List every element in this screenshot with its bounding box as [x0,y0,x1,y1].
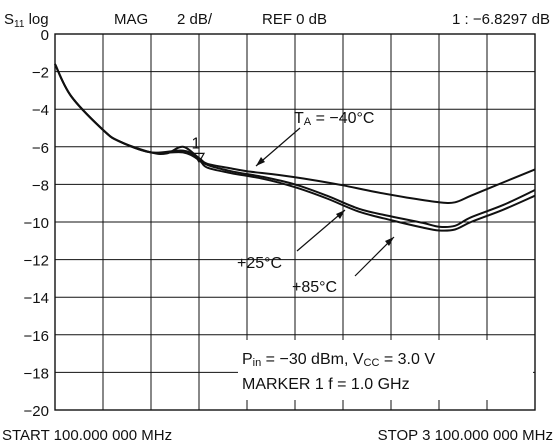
y-tick-label: −16 [24,328,49,345]
t25-pointer-line [296,209,346,252]
y-tick-label: −4 [32,102,49,119]
conditions-line-1: Pin = −30 dBm, VCC = 3.0 V [242,351,435,369]
conditions-box [238,340,533,400]
y-tick-label: −12 [24,253,49,270]
temperature-annotations: TA = −40°C +25°C +85°C [237,110,395,296]
marker-triangle-icon [192,152,206,164]
ta-pointer-line [255,127,301,167]
t25-arrowhead-icon [336,210,345,219]
ta-arrowhead-icon [256,157,265,166]
plot-frame [54,33,536,411]
marker-label: 1 [192,135,201,152]
y-tick-label: −18 [24,365,49,382]
annotation-plus-85: +85°C [292,279,337,296]
y-tick-label: 0 [41,27,49,44]
y-tick-label: −10 [24,215,49,232]
header-format: MAG [114,11,148,28]
header-reference: REF 0 dB [262,11,327,28]
marker-1: 1 [192,135,206,164]
footer-stop-frequency: STOP 3 100.000 000 MHz [378,427,553,444]
header-parameter: S11 log [4,11,49,30]
traces [54,63,536,232]
y-tick-label: −2 [32,65,49,82]
y-tick-label: −14 [24,290,49,307]
y-tick-labels: 0 −2 −4 −6 −8 −10 −12 −14 −16 −18 −20 [24,27,49,420]
header-marker-readout: 1 : −6.8297 dB [452,11,550,28]
y-tick-label: −6 [32,140,49,157]
annotation-ta-minus-40: TA = −40°C [294,110,374,128]
y-tick-label: −20 [24,403,49,420]
footer-start-frequency: START 100.000 000 MHz [2,427,172,444]
conditions-line-2: MARKER 1 f = 1.0 GHz [242,376,410,393]
header-scale: 2 dB/ [177,11,213,28]
trace-plus-85 [54,63,536,232]
y-tick-label: −8 [32,177,49,194]
t85-arrowhead-icon [385,237,394,246]
annotation-plus-25: +25°C [237,255,282,272]
